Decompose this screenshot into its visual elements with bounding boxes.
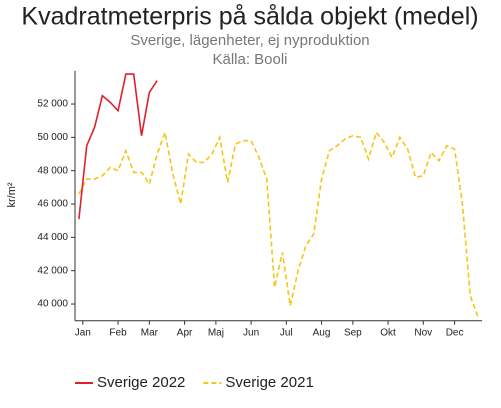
x-tick-label: Jan — [75, 327, 91, 338]
y-axis-label: kr/m² — [6, 182, 18, 207]
x-tick-label: Dec — [446, 327, 464, 338]
y-tick-label: 50 000 — [37, 132, 68, 143]
y-tick-label: 48 000 — [37, 165, 68, 176]
chart-subtitle: Sverige, lägenheter, ej nyproduktion — [130, 32, 369, 49]
chart-source: Källa: Booli — [212, 51, 287, 68]
y-tick-label: 42 000 — [37, 265, 68, 276]
x-tick-label: Mar — [141, 327, 159, 338]
x-tick-label: Jul — [280, 327, 293, 338]
legend-label: Sverige 2022 — [97, 374, 185, 391]
series-line — [78, 73, 158, 220]
x-tick-label: Maj — [208, 327, 224, 338]
x-tick-label: Okt — [380, 327, 396, 338]
y-tick-label: 44 000 — [37, 232, 68, 243]
x-tick-label: Apr — [177, 327, 193, 338]
chart-title: Kvadratmeterpris på sålda objekt (medel) — [21, 3, 478, 31]
y-tick-label: 46 000 — [37, 199, 68, 210]
x-tick-label: Jun — [243, 327, 259, 338]
x-tick-label: Feb — [109, 327, 127, 338]
series-line — [78, 129, 479, 318]
y-tick-label: 52 000 — [37, 99, 68, 110]
y-tick-label: 40 000 — [37, 299, 68, 310]
x-tick-label: Nov — [414, 327, 432, 338]
x-tick-label: Aug — [313, 327, 331, 338]
legend-label: Sverige 2021 — [225, 374, 313, 391]
x-tick-label: Sep — [344, 327, 362, 338]
